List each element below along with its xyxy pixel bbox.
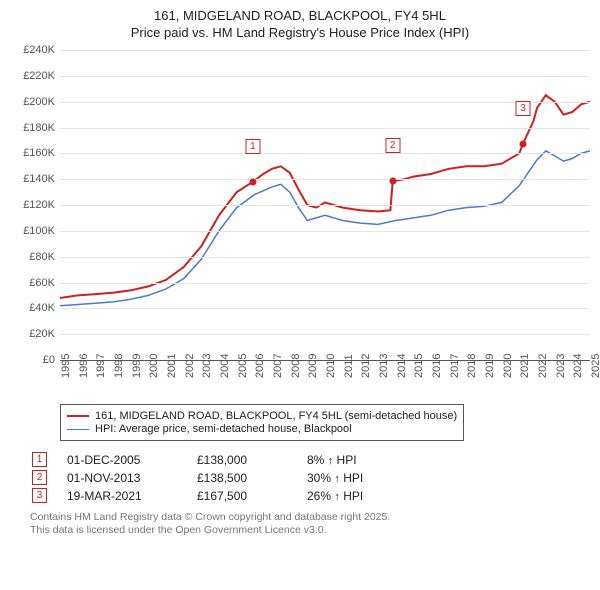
gridline [60, 50, 590, 51]
y-tick-label: £0 [10, 354, 55, 366]
gridline [60, 102, 590, 103]
legend-label: 161, MIDGELAND ROAD, BLACKPOOL, FY4 5HL … [95, 410, 457, 422]
gridline [60, 231, 590, 232]
y-tick-label: £120K [10, 199, 55, 211]
x-tick-label: 2022 [537, 354, 549, 378]
x-tick-label: 2025 [590, 354, 600, 378]
sale-date: 01-DEC-2005 [67, 453, 177, 467]
y-tick-label: £160K [10, 147, 55, 159]
footer-line1: Contains HM Land Registry data © Crown c… [30, 511, 590, 524]
y-tick-label: £40K [10, 302, 55, 314]
gridline [60, 257, 590, 258]
sale-date: 01-NOV-2013 [67, 471, 177, 485]
x-tick-label: 2006 [254, 354, 266, 378]
x-tick-label: 1996 [78, 354, 90, 378]
sales-table: 1 01-DEC-2005 £138,000 8% ↑ HPI 2 01-NOV-2013… [30, 452, 590, 503]
legend: 161, MIDGELAND ROAD, BLACKPOOL, FY4 5HL … [60, 404, 464, 441]
legend-swatch [67, 429, 89, 430]
x-tick-label: 2020 [502, 354, 514, 378]
y-tick-label: £100K [10, 225, 55, 237]
x-tick-label: 1998 [113, 354, 125, 378]
title-line1: 161, MIDGELAND ROAD, BLACKPOOL, FY4 5HL [10, 8, 590, 23]
chart-area: £0£20K£40K£60K£80K£100K£120K£140K£160K£1… [10, 50, 590, 360]
x-tick-label: 2009 [307, 354, 319, 378]
footer-line2: This data is licensed under the Open Gov… [30, 524, 590, 537]
sale-marker-icon: 1 [32, 452, 47, 467]
sale-marker: 2 [385, 138, 400, 153]
x-tick-label: 2011 [343, 354, 355, 378]
legend-label: HPI: Average price, semi-detached house,… [95, 423, 352, 435]
sale-pct: 26% ↑ HPI [307, 489, 363, 503]
chart-titles: 161, MIDGELAND ROAD, BLACKPOOL, FY4 5HL … [10, 8, 590, 40]
x-tick-label: 2001 [166, 354, 178, 378]
x-tick-label: 2023 [555, 354, 567, 378]
x-tick-label: 2017 [449, 354, 461, 378]
x-tick-label: 1999 [131, 354, 143, 378]
gridline [60, 153, 590, 154]
sale-row: 3 19-MAR-2021 £167,500 26% ↑ HPI [30, 488, 590, 503]
gridline [60, 334, 590, 335]
sale-marker-icon: 2 [32, 470, 47, 485]
sale-dot [249, 178, 256, 185]
sale-price: £167,500 [197, 489, 287, 503]
x-tick-label: 2021 [519, 354, 531, 378]
x-tick-label: 2007 [272, 354, 284, 378]
x-tick-label: 2004 [219, 354, 231, 378]
plot-region: 1 2 3 [60, 50, 590, 360]
sale-dot [389, 178, 396, 185]
y-tick-label: £240K [10, 44, 55, 56]
y-tick-label: £20K [10, 328, 55, 340]
x-tick-label: 2010 [325, 354, 337, 378]
gridline [60, 205, 590, 206]
sale-marker-icon: 3 [32, 488, 47, 503]
gridline [60, 76, 590, 77]
x-tick-label: 2012 [360, 354, 372, 378]
x-tick-label: 1997 [95, 354, 107, 378]
sale-row: 1 01-DEC-2005 £138,000 8% ↑ HPI [30, 452, 590, 467]
sale-marker: 3 [516, 101, 531, 116]
x-tick-label: 2008 [290, 354, 302, 378]
footer-attribution: Contains HM Land Registry data © Crown c… [30, 511, 590, 537]
x-tick-label: 2016 [431, 354, 443, 378]
x-tick-label: 2002 [184, 354, 196, 378]
x-tick-label: 2019 [484, 354, 496, 378]
y-axis: £0£20K£40K£60K£80K£100K£120K£140K£160K£1… [10, 50, 60, 360]
y-tick-label: £60K [10, 277, 55, 289]
sale-row: 2 01-NOV-2013 £138,500 30% ↑ HPI [30, 470, 590, 485]
legend-row: 161, MIDGELAND ROAD, BLACKPOOL, FY4 5HL … [67, 410, 457, 422]
title-line2: Price paid vs. HM Land Registry's House … [10, 25, 590, 40]
series-price_paid [60, 95, 590, 298]
x-tick-label: 2018 [466, 354, 478, 378]
x-tick-label: 2005 [237, 354, 249, 378]
x-axis: 1995199619971998199920002001200220032004… [60, 360, 590, 398]
y-tick-label: £220K [10, 70, 55, 82]
x-tick-label: 2015 [413, 354, 425, 378]
x-tick-label: 2024 [572, 354, 584, 378]
y-tick-label: £140K [10, 173, 55, 185]
y-tick-label: £200K [10, 96, 55, 108]
gridline [60, 308, 590, 309]
sale-dot [520, 140, 527, 147]
sale-marker: 1 [245, 139, 260, 154]
x-tick-label: 2013 [378, 354, 390, 378]
legend-swatch [67, 415, 89, 417]
gridline [60, 283, 590, 284]
sale-price: £138,500 [197, 471, 287, 485]
y-tick-label: £180K [10, 122, 55, 134]
x-tick-label: 2003 [201, 354, 213, 378]
x-tick-label: 2000 [148, 354, 160, 378]
gridline [60, 179, 590, 180]
gridline [60, 128, 590, 129]
x-tick-label: 2014 [396, 354, 408, 378]
y-tick-label: £80K [10, 251, 55, 263]
legend-row: HPI: Average price, semi-detached house,… [67, 423, 457, 435]
sale-date: 19-MAR-2021 [67, 489, 177, 503]
x-tick-label: 1995 [60, 354, 72, 378]
sale-pct: 30% ↑ HPI [307, 471, 363, 485]
sale-pct: 8% ↑ HPI [307, 453, 357, 467]
sale-price: £138,000 [197, 453, 287, 467]
